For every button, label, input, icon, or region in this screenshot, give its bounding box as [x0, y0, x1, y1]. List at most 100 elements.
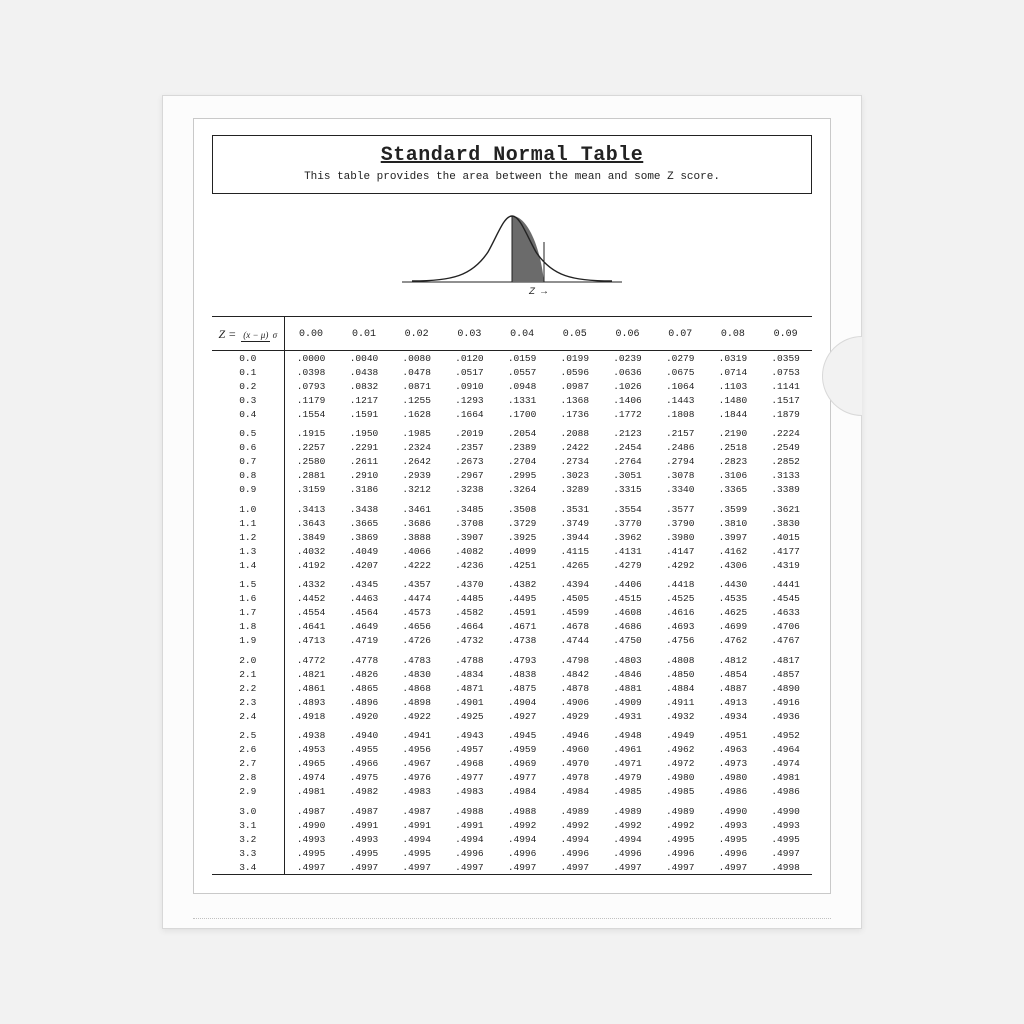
cell: .2967 — [443, 469, 496, 483]
cell: .4964 — [759, 743, 812, 757]
cell: .1217 — [338, 393, 391, 407]
cell: .4977 — [443, 771, 496, 785]
cell: .4881 — [601, 681, 654, 695]
cell: .4955 — [338, 743, 391, 757]
cell: .2518 — [707, 441, 760, 455]
cell: .4943 — [443, 723, 496, 743]
row-header: 1.8 — [212, 620, 284, 634]
cell: .4909 — [601, 695, 654, 709]
cell: .1844 — [707, 407, 760, 421]
cell: .4970 — [548, 757, 601, 771]
cell: .4525 — [654, 592, 707, 606]
cell: .3708 — [443, 516, 496, 530]
cell: .4545 — [759, 592, 812, 606]
cell: .3849 — [284, 530, 338, 544]
table-row: 0.7.2580.2611.2642.2673.2704.2734.2764.2… — [212, 455, 812, 469]
cell: .4898 — [390, 695, 443, 709]
cell: .3962 — [601, 530, 654, 544]
cell: .0832 — [338, 379, 391, 393]
cell: .4990 — [284, 818, 338, 832]
cell: .4599 — [548, 606, 601, 620]
cell: .4394 — [548, 572, 601, 592]
row-header: 2.4 — [212, 709, 284, 723]
cell: .4934 — [707, 709, 760, 723]
cell: .3770 — [601, 516, 654, 530]
cell: .4996 — [654, 846, 707, 860]
cell: .3980 — [654, 530, 707, 544]
cell: .4671 — [496, 620, 549, 634]
cell: .3159 — [284, 483, 338, 497]
cell: .4868 — [390, 681, 443, 695]
cell: .4616 — [654, 606, 707, 620]
cell: .1591 — [338, 407, 391, 421]
cell: .4830 — [390, 667, 443, 681]
cell: .4554 — [284, 606, 338, 620]
cell: .4793 — [496, 648, 549, 668]
cell: .2794 — [654, 455, 707, 469]
cell: .4887 — [707, 681, 760, 695]
cell: .4767 — [759, 634, 812, 648]
cell: .4738 — [496, 634, 549, 648]
binding-dots — [193, 918, 831, 920]
cell: .3621 — [759, 497, 812, 517]
cell: .4961 — [601, 743, 654, 757]
bell-curve-icon — [392, 204, 632, 294]
cell: .4319 — [759, 558, 812, 572]
page-title: Standard Normal Table — [223, 144, 801, 167]
table-row: 0.0.0000.0040.0080.0120.0159.0199.0239.0… — [212, 351, 812, 366]
table-row: 1.4.4192.4207.4222.4236.4251.4265.4279.4… — [212, 558, 812, 572]
table-row: 2.1.4821.4826.4830.4834.4838.4842.4846.4… — [212, 667, 812, 681]
cell: .3461 — [390, 497, 443, 517]
cell: .0596 — [548, 365, 601, 379]
cell: .4997 — [338, 860, 391, 874]
cell: .4762 — [707, 634, 760, 648]
cell: .3997 — [707, 530, 760, 544]
cell: .4997 — [601, 860, 654, 874]
cell: .3888 — [390, 530, 443, 544]
cell: .4990 — [759, 799, 812, 819]
cell: .3340 — [654, 483, 707, 497]
row-header: 2.5 — [212, 723, 284, 743]
cell: .4953 — [284, 743, 338, 757]
cell: .4066 — [390, 544, 443, 558]
cell: .4997 — [759, 846, 812, 860]
cell: .0478 — [390, 365, 443, 379]
cell: .4990 — [707, 799, 760, 819]
cell: .0120 — [443, 351, 496, 366]
table-row: 1.5.4332.4345.4357.4370.4382.4394.4406.4… — [212, 572, 812, 592]
row-header: 2.7 — [212, 757, 284, 771]
row-header: 0.1 — [212, 365, 284, 379]
cell: .4834 — [443, 667, 496, 681]
cell: .4949 — [654, 723, 707, 743]
cell: .4973 — [707, 757, 760, 771]
cell: .2422 — [548, 441, 601, 455]
cell: .2995 — [496, 469, 549, 483]
cell: .4192 — [284, 558, 338, 572]
cell: .1808 — [654, 407, 707, 421]
row-header: 1.4 — [212, 558, 284, 572]
cell: .4996 — [548, 846, 601, 860]
cell: .4418 — [654, 572, 707, 592]
cell: .4875 — [496, 681, 549, 695]
cell: .1985 — [390, 421, 443, 441]
cell: .0000 — [284, 351, 338, 366]
cell: .3186 — [338, 483, 391, 497]
cell: .4099 — [496, 544, 549, 558]
table-row: 0.4.1554.1591.1628.1664.1700.1736.1772.1… — [212, 407, 812, 421]
cell: .1517 — [759, 393, 812, 407]
cell: .3925 — [496, 530, 549, 544]
cell: .2054 — [496, 421, 549, 441]
cell: .1736 — [548, 407, 601, 421]
cell: .4997 — [707, 860, 760, 874]
cell: .4893 — [284, 695, 338, 709]
cell: .3078 — [654, 469, 707, 483]
table-row: 0.5.1915.1950.1985.2019.2054.2088.2123.2… — [212, 421, 812, 441]
row-header: 0.4 — [212, 407, 284, 421]
clear-file-folder: Standard Normal Table This table provide… — [162, 95, 862, 929]
cell: .1331 — [496, 393, 549, 407]
cell: .4994 — [443, 832, 496, 846]
table-row: 0.9.3159.3186.3212.3238.3264.3289.3315.3… — [212, 483, 812, 497]
row-header: 0.7 — [212, 455, 284, 469]
cell: .0793 — [284, 379, 338, 393]
cell: .4988 — [443, 799, 496, 819]
